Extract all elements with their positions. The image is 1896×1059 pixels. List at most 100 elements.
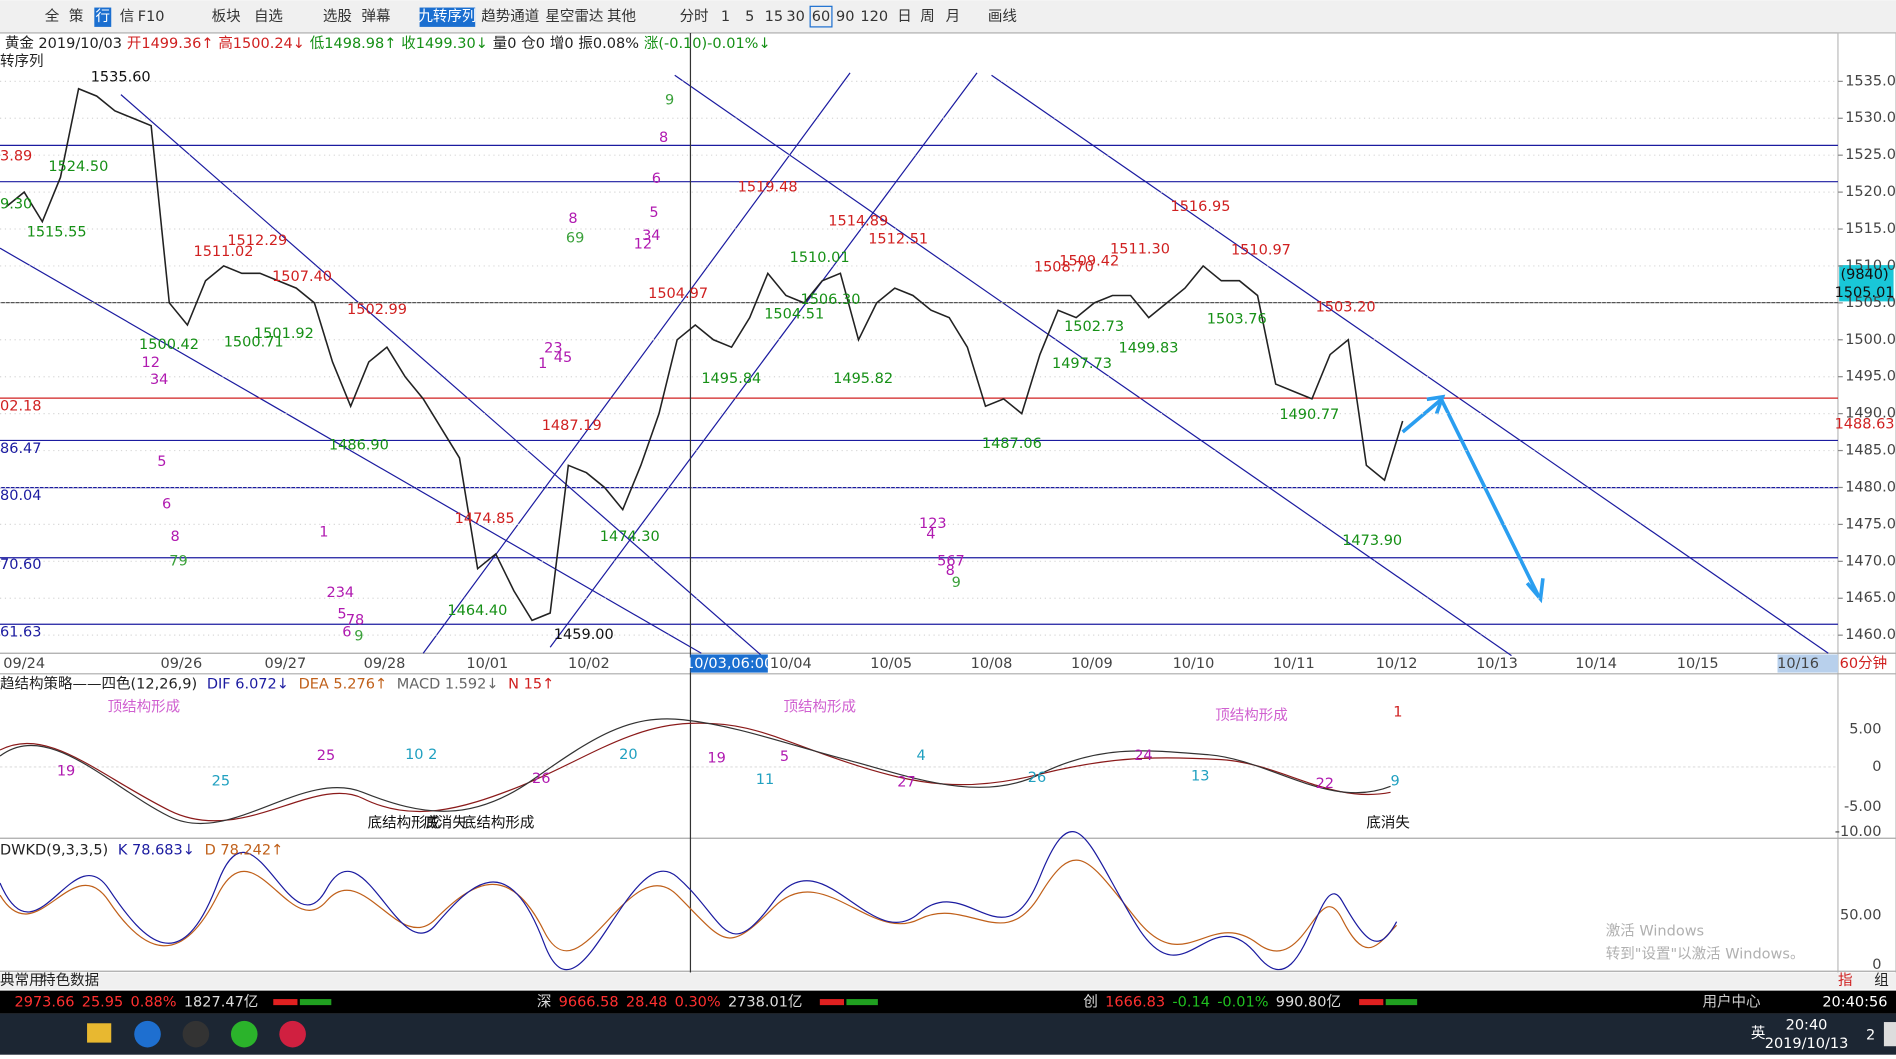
toolbar-button[interactable]: 1 — [721, 9, 730, 25]
index-value: 0.88% — [131, 995, 177, 1011]
sequence-count: 9 — [354, 628, 363, 644]
price-label: 1464.40 — [447, 603, 507, 619]
toolbar-button[interactable]: 90 — [836, 9, 854, 25]
index-value: -0.14 — [1172, 995, 1210, 1011]
quote-item: 黄金 2019/10/03 — [5, 35, 122, 52]
price-label: 1474.30 — [600, 529, 660, 545]
toolbar-button[interactable]: 弹幕 — [362, 8, 391, 25]
toolbar-button[interactable]: 行 — [96, 8, 111, 25]
x-tick-label: 09/27 — [264, 656, 306, 672]
toolbar-button[interactable]: 日 — [897, 9, 912, 25]
price-label: 1503.20 — [1316, 299, 1376, 315]
y-tick-label: 1500.00 — [1845, 332, 1896, 348]
toolbar-active — [94, 7, 112, 27]
toolbar-button[interactable]: F10 — [138, 9, 165, 25]
price-label: 1514.89 — [828, 214, 888, 230]
price-label: 1497.73 — [1052, 356, 1112, 372]
toolbar-button[interactable]: 其他 — [607, 8, 636, 25]
toolbar-button[interactable]: 画线 — [988, 8, 1017, 25]
price-label: 1510.01 — [790, 250, 850, 266]
kdj-value: DWKD(9,3,3,5) — [0, 842, 108, 858]
price-label: 1515.55 — [27, 224, 87, 240]
ime[interactable]: 英 — [1751, 1024, 1766, 1042]
macd-value: MACD 1.592↓ — [397, 677, 499, 693]
y-tick-label: 1520.00 — [1845, 184, 1896, 200]
kdj-header: DWKD(9,3,3,5) K 78.683↓ D 78.242↑ — [0, 842, 283, 858]
price-label: 1495.82 — [833, 371, 893, 387]
sequence-count: 45 — [554, 350, 572, 366]
price-label: 1512.51 — [868, 232, 928, 248]
toolbar-button[interactable]: 星空雷达 — [545, 8, 603, 25]
price-label: 1504.51 — [764, 307, 824, 323]
macd-tick-label: -10.00 — [1835, 824, 1882, 840]
sequence-count: 567 — [937, 553, 965, 569]
taskbar — [0, 1013, 1896, 1055]
toolbar-button[interactable]: 全 — [45, 7, 60, 25]
quote-item: 仓0 — [521, 35, 545, 52]
price-label: 1504.97 — [648, 286, 708, 302]
sequence-count: 5 — [157, 454, 166, 470]
toolbar-button[interactable]: 120 — [860, 9, 888, 25]
toolbar-button[interactable]: 周 — [920, 9, 935, 25]
mini-bar — [1385, 999, 1418, 1006]
toolbar-button[interactable]: 5 — [745, 9, 754, 25]
tab[interactable]: 典常用 — [0, 972, 43, 989]
structure-note: 底消失 — [423, 815, 467, 832]
price-label: 1495.84 — [701, 371, 761, 387]
notification-badge[interactable]: 2 — [1866, 1027, 1875, 1043]
toolbar-button[interactable]: 月 — [946, 9, 961, 25]
kdj-k-line — [0, 831, 1398, 971]
taskbar-app[interactable] — [279, 1020, 306, 1048]
toolbar-button[interactable]: 15 — [765, 9, 783, 25]
corner-button[interactable]: 指 — [1838, 972, 1853, 989]
x-tick-label: 10/05 — [870, 656, 912, 672]
level-label: 61.63 — [0, 625, 42, 641]
macd-count: 4 — [917, 748, 926, 764]
sequence-count: 234 — [326, 585, 354, 601]
macd-value: DEA 5.276↑ — [299, 677, 388, 693]
y-tick-label: 1490.00 — [1845, 406, 1896, 422]
user-center[interactable]: 用户中心 — [1703, 994, 1761, 1011]
structure-note: 底结构形成 — [462, 815, 535, 832]
taskbar-app[interactable] — [230, 1020, 258, 1048]
toolbar-button[interactable]: 九转序列 — [418, 8, 476, 25]
toolbar-button[interactable]: 板块 — [212, 7, 241, 25]
toolbar-button[interactable]: 策 — [69, 8, 84, 25]
price-label: 1499.83 — [1118, 341, 1178, 357]
toolbar-button[interactable]: 自选 — [254, 8, 283, 25]
y-tick-label: 1510.00 — [1845, 258, 1896, 274]
toolbar-button[interactable]: 信 — [120, 8, 135, 25]
sequence-count: 9 — [665, 93, 674, 109]
level-label: 80.04 — [0, 488, 42, 504]
index-value: 2738.01亿 — [728, 994, 802, 1011]
sequence-count: 8 — [946, 563, 955, 579]
y-tick-label: 1475.00 — [1845, 516, 1896, 532]
shanghai-index: 2973.66 25.95 0.88% 1827.47亿 — [15, 994, 259, 1011]
y-tick-label: 1515.00 — [1845, 221, 1896, 237]
sequence-count: 1 — [538, 356, 547, 372]
price-label: 1509.42 — [1059, 253, 1119, 269]
toolbar-button[interactable]: 分时 — [680, 8, 709, 25]
y-tick-label: 1470.00 — [1845, 553, 1896, 569]
taskbar-app[interactable] — [134, 1020, 161, 1048]
quote-item: 低1498.98↑ — [310, 35, 397, 52]
toolbar-button[interactable]: 60 — [812, 9, 830, 25]
taskbar-app[interactable] — [182, 1020, 210, 1048]
mini-bar — [819, 999, 845, 1006]
price-label: 1486.90 — [329, 437, 389, 453]
macd-count: 10 2 — [405, 747, 437, 763]
toolbar-button[interactable]: 趋势通道 — [481, 8, 539, 25]
macd-tick-label: -5.00 — [1844, 799, 1882, 815]
toolbar-button[interactable]: 选股 — [323, 8, 352, 25]
toolbar-button[interactable]: 30 — [786, 9, 804, 25]
tab[interactable]: 特色数据 — [41, 972, 99, 989]
x-tick-label: 10/11 — [1273, 656, 1315, 672]
price-label: 1502.99 — [347, 302, 407, 318]
taskbar-app[interactable] — [87, 1023, 112, 1043]
price-label: 1473.90 — [1342, 533, 1402, 549]
sequence-count: 34 — [150, 372, 168, 388]
period-label: 60分钟 — [1840, 655, 1887, 672]
corner-button[interactable]: 组 — [1874, 972, 1889, 989]
